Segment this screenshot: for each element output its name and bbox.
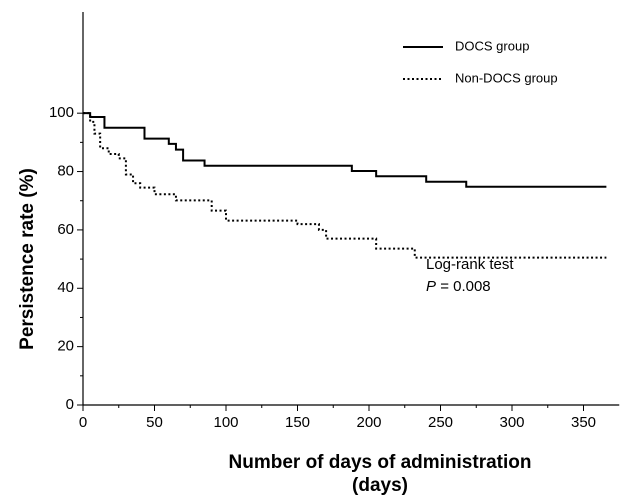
survival-line bbox=[83, 112, 607, 259]
annotation: Log-rank test bbox=[426, 256, 514, 273]
x-axis-title: Number of days of administration bbox=[229, 452, 532, 473]
y-tick-label: 0 bbox=[66, 396, 74, 413]
y-tick-label: 20 bbox=[57, 338, 74, 355]
y-tick-label: 80 bbox=[57, 163, 74, 180]
legend-label: DOCS group bbox=[455, 38, 529, 53]
x-tick-label: 150 bbox=[285, 414, 310, 431]
legend-label: Non-DOCS group bbox=[455, 70, 558, 85]
survival-line bbox=[83, 112, 607, 188]
y-tick-label: 100 bbox=[49, 104, 74, 121]
x-tick-label: 250 bbox=[428, 414, 453, 431]
x-tick-label: 350 bbox=[571, 414, 596, 431]
x-tick-label: 200 bbox=[356, 414, 381, 431]
annotation-p: P bbox=[426, 278, 436, 295]
y-axis-title: Persistence rate (%) bbox=[17, 168, 38, 350]
x-tick-label: 100 bbox=[213, 414, 238, 431]
x-tick-label: 50 bbox=[146, 414, 163, 431]
annotation-value: = 0.008 bbox=[440, 278, 490, 295]
y-tick-label: 60 bbox=[57, 221, 74, 238]
x-tick-label: 0 bbox=[79, 414, 87, 431]
annotation: P = 0.008 bbox=[426, 278, 491, 295]
x-tick-label: 300 bbox=[499, 414, 524, 431]
x-axis-title: (days) bbox=[352, 475, 408, 496]
y-tick-label: 40 bbox=[57, 279, 74, 296]
